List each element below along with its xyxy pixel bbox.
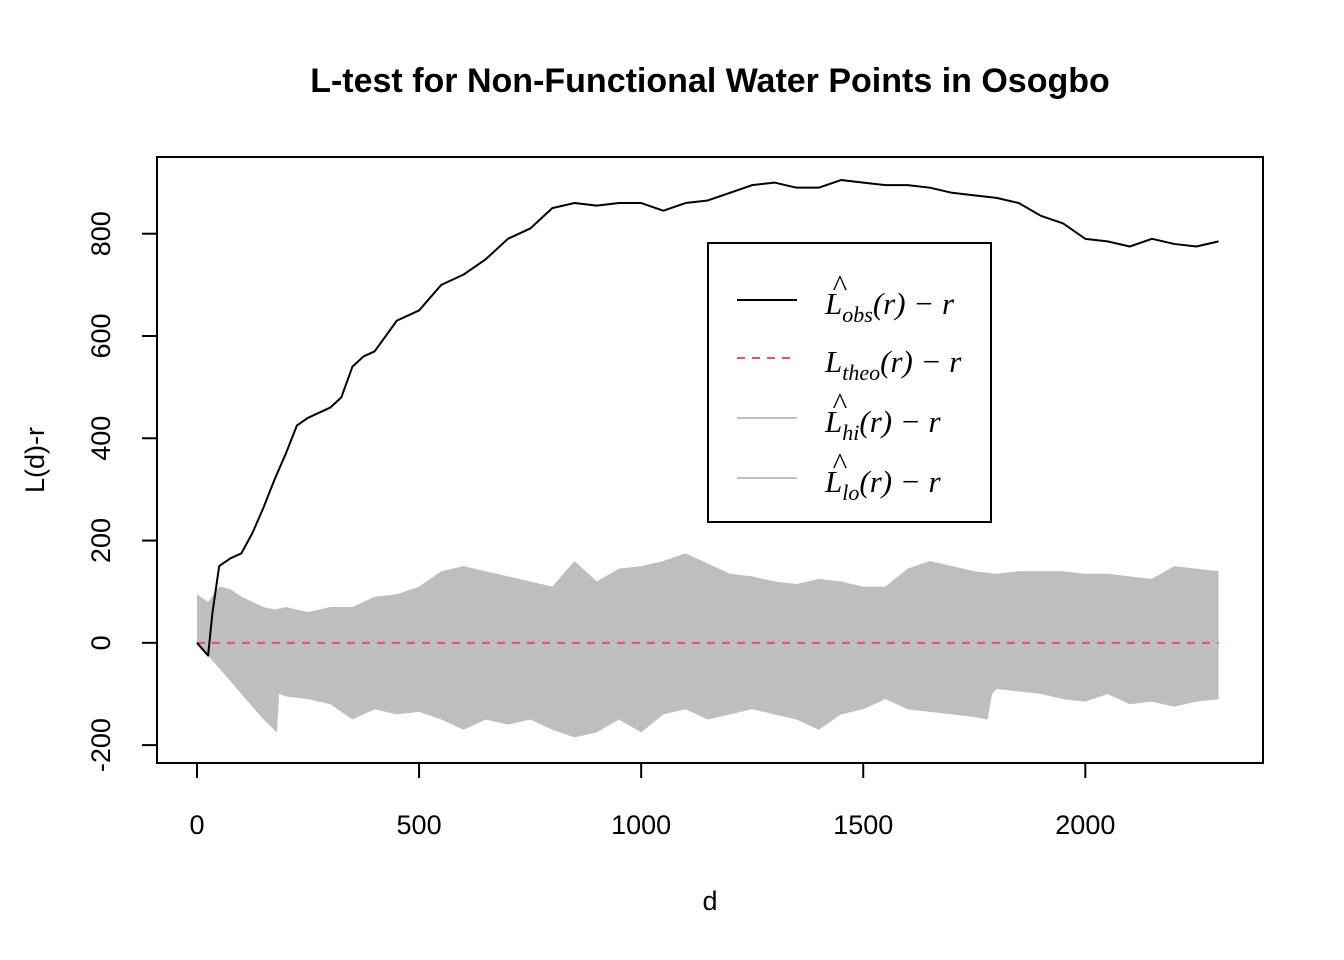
- x-tick-label: 1000: [611, 810, 671, 840]
- y-axis: -200 0 200 400 600 800: [86, 211, 158, 772]
- legend-hat: ^: [832, 268, 847, 303]
- x-tick-label: 1500: [833, 810, 893, 840]
- chart-title: L-test for Non-Functional Water Points i…: [310, 62, 1110, 100]
- y-tick-label: 800: [86, 211, 116, 256]
- legend-label: Lobs(r) − r: [824, 286, 955, 327]
- y-tick-label: -200: [86, 718, 116, 772]
- x-tick-label: 2000: [1055, 810, 1115, 840]
- legend-item-obs: Lobs(r) − r^: [737, 268, 955, 327]
- legend-hat: ^: [832, 386, 847, 421]
- x-tick-label: 0: [189, 810, 204, 840]
- legend-item-hi: Lhi(r) − r^: [737, 386, 942, 445]
- x-axis-label: d: [702, 886, 717, 916]
- y-tick-label: 0: [86, 635, 116, 650]
- legend-label: Llo(r) − r: [824, 464, 942, 505]
- legend-hat: ^: [832, 446, 847, 481]
- legend-label: Ltheo(r) − r: [824, 344, 962, 385]
- x-tick-label: 500: [397, 810, 442, 840]
- x-axis: 0 500 1000 1500 2000: [189, 762, 1115, 840]
- envelope-band: [196, 553, 1219, 738]
- plot-area: [196, 179, 1219, 738]
- y-tick-label: 600: [86, 313, 116, 358]
- legend-item-lo: Llo(r) − r^: [737, 446, 942, 505]
- legend-label: Lhi(r) − r: [824, 404, 942, 445]
- legend-item-theo: Ltheo(r) − r: [737, 344, 962, 385]
- legend-box: [707, 242, 992, 523]
- y-tick-label: 400: [86, 416, 116, 461]
- y-tick-label: 200: [86, 518, 116, 563]
- series-obs-line: [196, 179, 1219, 657]
- y-axis-label: L(d)-r: [20, 427, 50, 493]
